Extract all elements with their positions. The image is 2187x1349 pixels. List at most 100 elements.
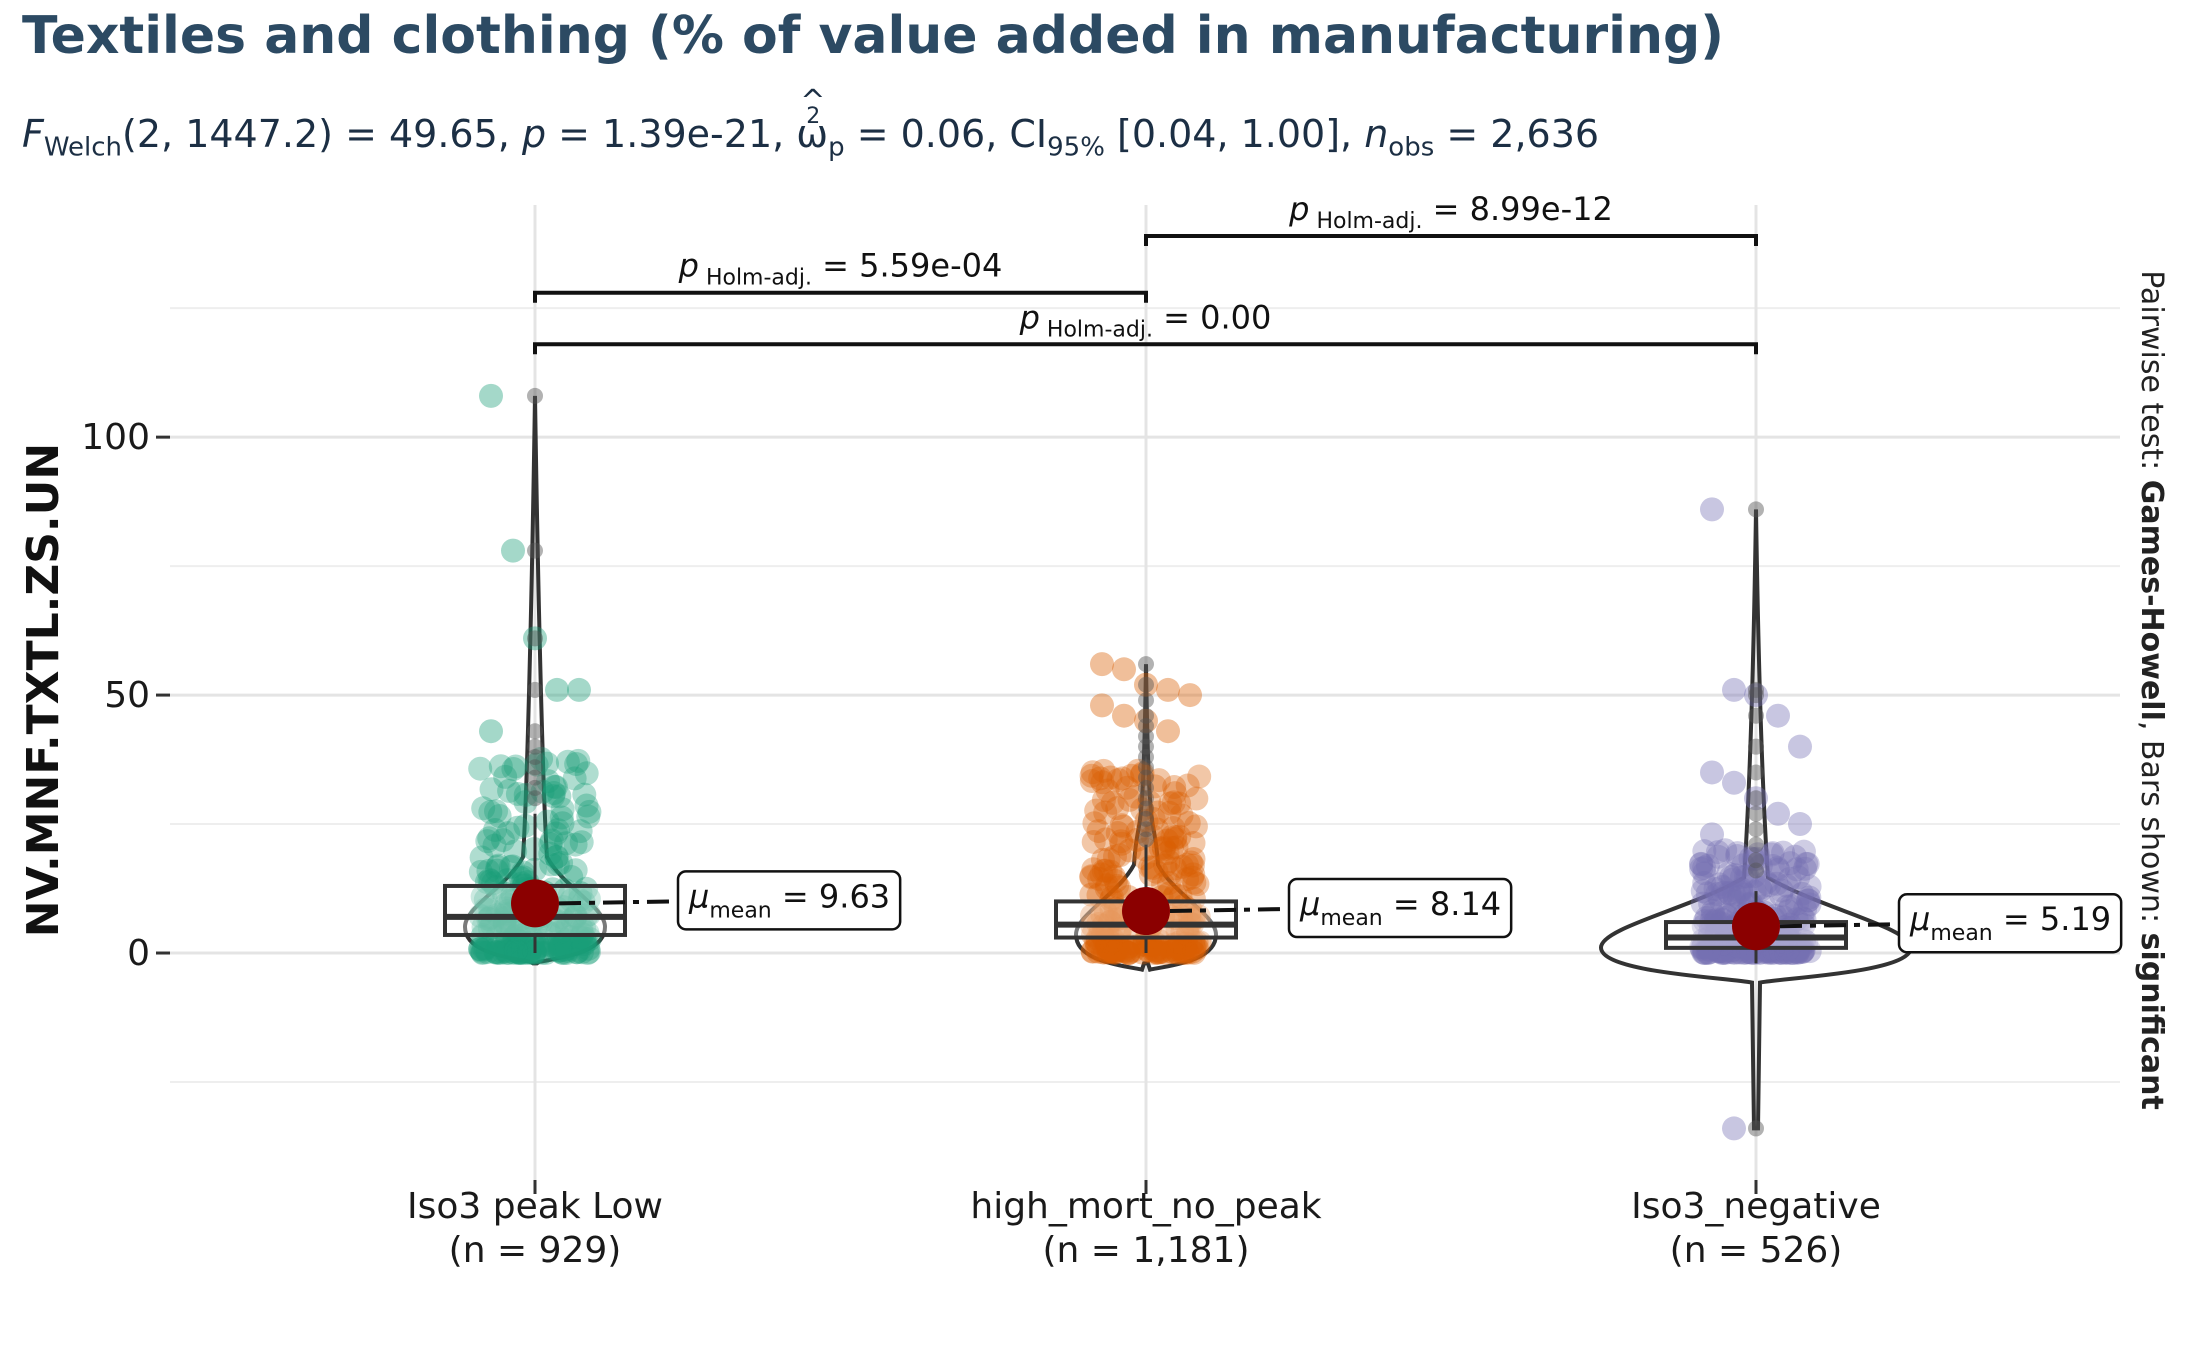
data-point [1165,940,1190,965]
p-value: = 5.59e-04 [812,247,1002,285]
data-point [1162,775,1187,800]
data-point [1164,835,1189,860]
data-point [1093,800,1118,825]
data-point [1797,885,1822,910]
data-point [1148,836,1173,861]
mean-point [1122,887,1170,936]
data-point [1136,938,1161,963]
data-point [1079,763,1104,788]
data-point [1130,797,1155,822]
data-point [1793,897,1818,922]
data-point [1731,853,1756,878]
data-point [1117,934,1142,959]
mean-label-box [1897,892,2123,954]
outlier-point [527,387,543,404]
outlier-point [1748,805,1764,822]
data-point [1706,939,1731,964]
data-point [1168,938,1193,963]
ci-value: [0.04, 1.00], [1104,112,1365,156]
data-point [479,777,504,802]
data-point [572,926,597,951]
data-point [1091,788,1116,813]
p-value: = 0.00 [1153,298,1271,336]
data-point [1692,855,1717,880]
data-point [1134,672,1158,697]
data-point [562,766,587,791]
data-point [1175,939,1200,964]
data-point [1742,864,1767,889]
data-point [576,804,601,829]
data-point [1741,847,1766,872]
data-point [529,746,554,771]
outlier-point [527,681,543,698]
mean-label: μmean = 8.14 [1299,885,1501,931]
mean-symbol: μ [1909,900,1930,938]
data-point [1089,862,1114,887]
data-point [1173,936,1198,961]
y-tick-label: 0 [127,933,150,974]
data-point [1144,859,1169,884]
data-point [1689,851,1714,876]
data-point [1096,928,1121,953]
data-point [539,828,564,853]
data-point [1790,881,1815,906]
data-point [484,858,509,883]
data-point [1180,853,1205,878]
data-point [1081,857,1106,882]
violin-outline [1073,664,1219,972]
outlier-point [1138,707,1154,724]
data-point [1747,876,1772,901]
data-point [1100,885,1125,910]
data-point [513,790,538,815]
outlier-point [527,759,543,776]
data-point [1182,870,1207,895]
data-point [1705,939,1730,964]
data-point [549,940,574,965]
data-point [1117,838,1142,863]
data-point [1707,872,1732,897]
mean-sub: mean [709,898,771,923]
data-point [1156,719,1180,744]
data-point [1164,939,1189,964]
data-point [548,938,573,963]
data-point [1170,937,1195,962]
data-point [1080,939,1105,964]
mean-point [511,879,559,928]
data-point [1181,847,1206,872]
data-point [1692,839,1717,864]
data-point [510,926,535,951]
data-point [1099,897,1124,922]
data-point [550,797,575,822]
data-point [1775,894,1800,919]
data-point [1745,842,1770,867]
data-point [1115,775,1140,800]
data-point [1084,798,1109,823]
data-point [1090,693,1114,718]
data-point [1700,497,1724,522]
comparison-p-label: p Holm-adj. = 5.59e-04 [678,247,1003,291]
data-point [1158,791,1183,816]
data-point [1769,878,1794,903]
data-point [1123,784,1148,809]
data-point [1167,791,1192,816]
data-point [488,940,513,965]
data-point [1183,814,1208,839]
data-point [1712,939,1737,964]
data-point [567,925,592,950]
outlier-point [1748,821,1764,838]
data-point [535,751,560,776]
p-name: p [521,112,547,156]
data-point [1707,887,1732,912]
data-point [474,870,499,895]
data-point [1096,940,1121,965]
data-point [508,940,533,965]
data-point [1705,840,1730,865]
data-point [491,940,516,965]
data-point [554,940,579,965]
data-point [1134,808,1159,833]
data-point [547,932,572,957]
data-point [537,932,562,957]
data-point [1711,880,1736,905]
data-point [574,761,599,786]
